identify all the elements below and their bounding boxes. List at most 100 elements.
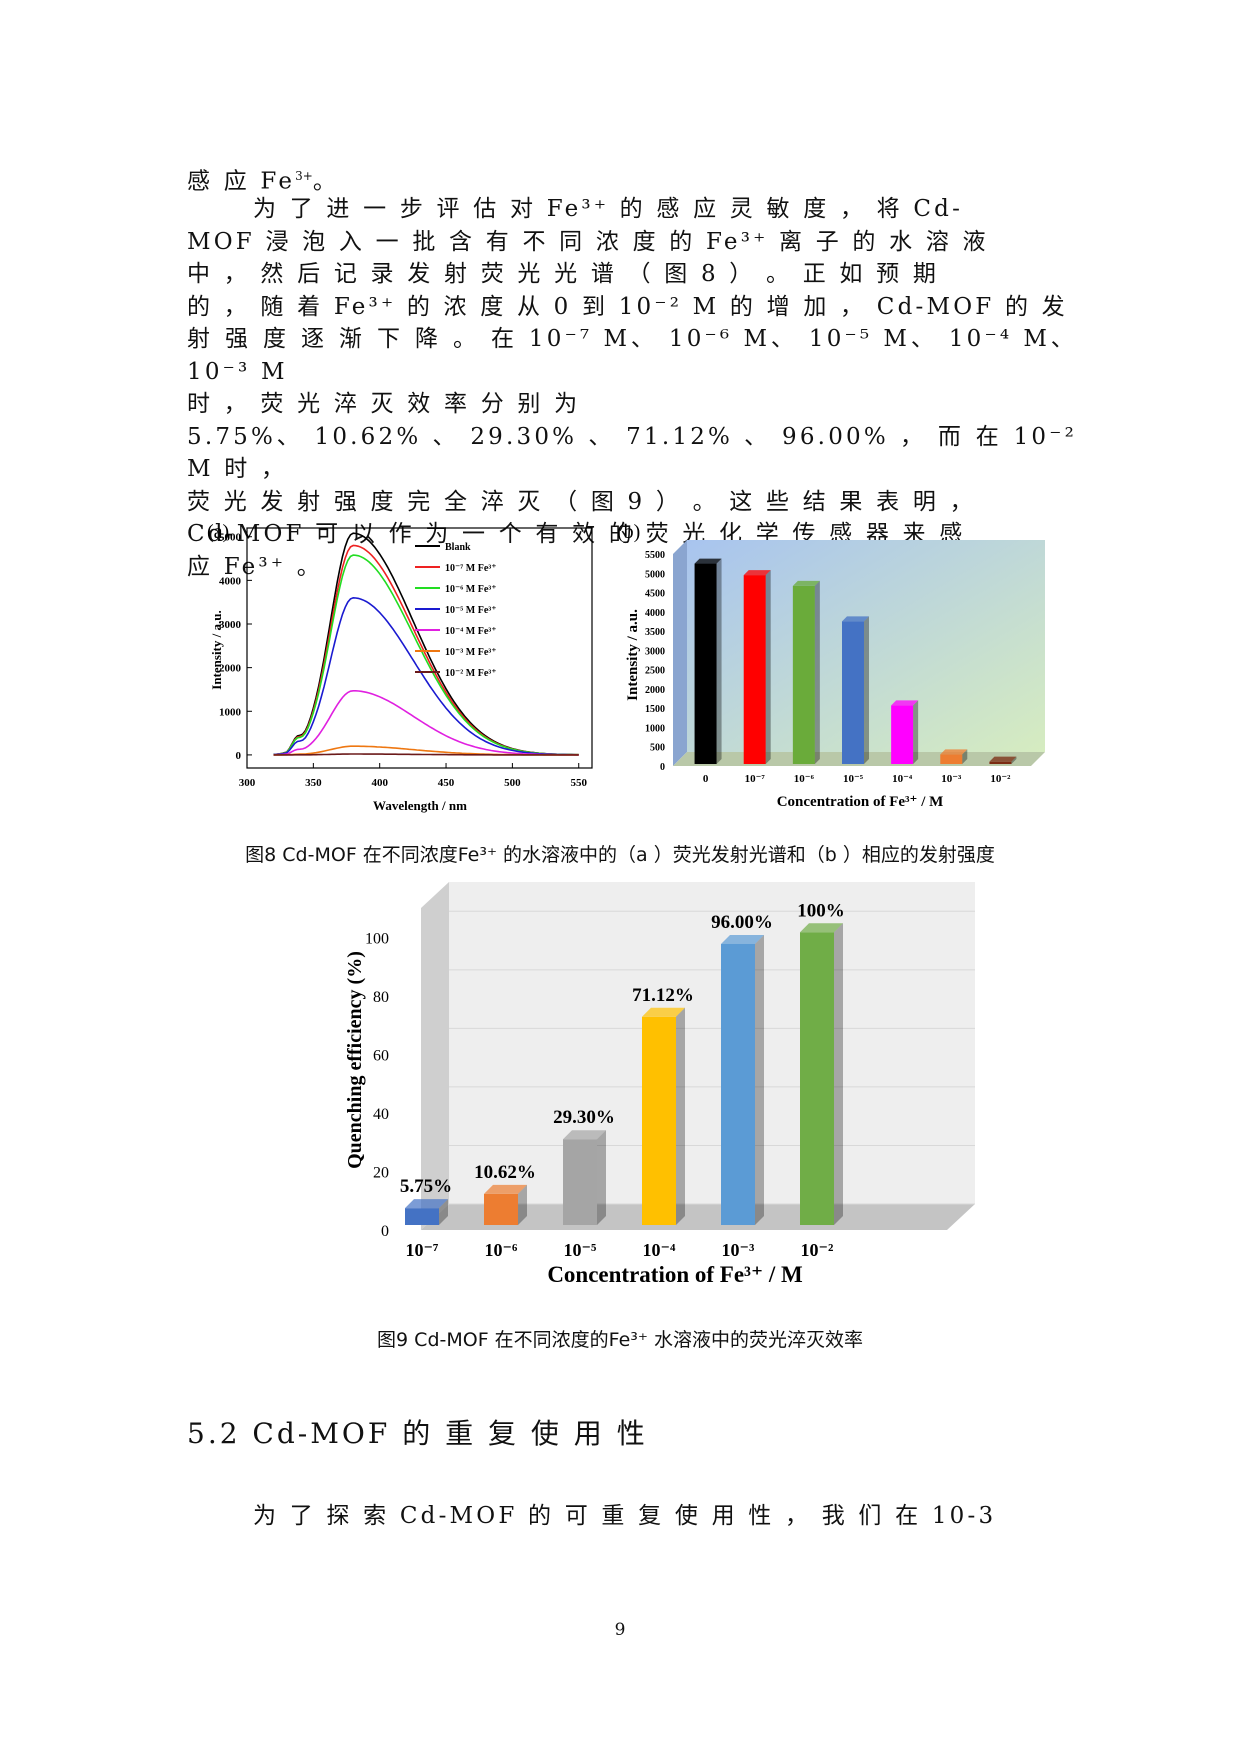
bar-top: [940, 749, 968, 755]
bars: 5.75% 10.62% 29.30% 71.12% 96.00% 100%: [400, 900, 845, 1225]
y-tick-label: 1000: [219, 706, 242, 718]
y-tick-label: 1500: [645, 704, 665, 715]
bar-side: [765, 570, 771, 764]
data-label: 5.75%: [400, 1176, 452, 1197]
data-label: 96.00%: [711, 912, 773, 933]
y-tick-label: 3000: [219, 619, 242, 631]
y-tick-label: 500: [650, 743, 665, 754]
figure-8-caption: 图8 Cd-MOF 在不同浓度Fe³⁺ 的水溶液中的（a ）荧光发射光谱和（b …: [245, 844, 995, 866]
figure-9-quenching-bars: 0 20 40 60 80 100 5.75% 10.62% 29.30% 71.12% 96.0…: [344, 882, 975, 1287]
y-axis-ticks: 0 1000 2000 3000 4000 5000: [219, 532, 252, 762]
y-tick-label: 5500: [645, 550, 665, 561]
y-axis-ticks: 0 500 1000 1500 2000 2500 3000 3500 4000 4500 5000…: [645, 550, 665, 773]
spectra-curves: [273, 532, 579, 756]
legend-label: 10⁻³ M Fe³⁺: [445, 647, 497, 658]
y-tick-label: 5000: [645, 569, 665, 580]
data-label: 100%: [797, 900, 845, 921]
bar-top: [743, 570, 771, 576]
bar-side: [755, 934, 764, 1225]
x-tick-label: 10⁻⁵: [843, 773, 864, 785]
paragraph-line: 荧 光 发 射 强 度 完 全 淬 灭 （ 图 9 ） 。 这 些 结 果 表 …: [187, 488, 976, 515]
bar-side: [864, 616, 869, 764]
legend-label: 10⁻² M Fe³⁺: [445, 668, 497, 679]
y-tick-label: 2500: [645, 666, 665, 677]
y-axis-label: Quenching efficiency (%): [344, 951, 366, 1169]
bar: [940, 754, 963, 764]
x-tick-label: 10⁻⁴: [892, 773, 913, 785]
x-tick-label: 300: [239, 777, 256, 789]
x-tick-label: 10⁻²: [990, 773, 1011, 785]
bar-top: [842, 616, 869, 622]
x-tick-label: 550: [570, 777, 587, 789]
y-tick-label: 1000: [645, 723, 665, 734]
bar-top: [405, 1199, 448, 1209]
x-axis-label: Concentration of Fe³⁺ / M: [547, 1262, 803, 1287]
paragraph-line: 为 了 进 一 步 评 估 对 Fe³⁺ 的 感 应 灵 敏 度 ， 将 Cd-: [253, 196, 964, 222]
x-tick-label: 0: [703, 773, 709, 785]
y-tick-label: 80: [373, 989, 389, 1006]
bar: [743, 575, 766, 764]
bar-side: [962, 749, 968, 764]
paragraph-line: 时 ， 荧 光 淬 灭 效 率 分 别 为: [187, 391, 581, 417]
legend: Blank 10⁻⁷ M Fe³⁺ 10⁻⁶ M Fe³⁺ 10⁻⁵ M Fe³⁺ 10…: [415, 542, 497, 679]
y-tick-label: 5000: [219, 532, 242, 544]
plot-background: [687, 540, 1045, 752]
y-tick-label: 4500: [645, 589, 665, 600]
paragraph-line: 射 强 度 逐 渐 下 降 。 在 10⁻⁷ M、 10⁻⁶ M、 10⁻⁵ M…: [187, 326, 1077, 385]
y-tick-label: 60: [373, 1047, 389, 1064]
bar-side: [716, 558, 722, 764]
bar-top: [694, 558, 722, 564]
bar-side: [834, 923, 843, 1225]
x-tick-label: 10⁻²: [801, 1240, 834, 1260]
figure-8a-spectra: (a) 0 1000 2000 3000 4000 5000 300 350 400 450 50…: [207, 521, 593, 813]
y-axis-ticks: 0 20 40 60 80 100: [365, 910, 975, 1240]
y-tick-label: 20: [373, 1164, 389, 1181]
y-tick-label: 3000: [645, 646, 665, 657]
x-tick-label: 10⁻⁶: [794, 773, 815, 785]
figure-9-caption: 图9 Cd-MOF 在不同浓度的Fe³⁺ 水溶液中的荧光淬灭效率: [377, 1329, 863, 1351]
x-tick-label: 10⁻⁷: [745, 773, 766, 785]
bar-top: [891, 700, 919, 706]
plot-floor: [421, 1204, 975, 1230]
bar-top: [484, 1184, 527, 1194]
x-tick-label: 10⁻⁴: [643, 1240, 677, 1260]
x-tick-label: 10⁻⁷: [406, 1240, 440, 1260]
y-tick-label: 0: [381, 1223, 389, 1240]
plot-side-wall: [673, 540, 687, 766]
spectrum-line: [273, 596, 579, 756]
x-axis-ticks: 300 350 400 450 500 550: [239, 763, 587, 789]
bar: [484, 1193, 518, 1225]
legend-label: 10⁻⁵ M Fe³⁺: [445, 605, 497, 616]
y-tick-label: 4000: [219, 575, 242, 587]
x-axis-ticks: 0 10⁻⁷ 10⁻⁶ 10⁻⁵ 10⁻⁴ 10⁻³ 10⁻²: [703, 773, 1011, 785]
bar-side: [597, 1130, 606, 1225]
bar: [891, 705, 914, 764]
bar-side: [913, 700, 919, 764]
x-tick-label: 10⁻⁵: [564, 1240, 598, 1260]
spectrum-line: [273, 753, 579, 756]
y-axis-label: Intensity / a.u.: [625, 609, 641, 701]
bar: [989, 761, 1012, 764]
spectrum-line: [273, 690, 579, 756]
plot-side-wall: [421, 882, 449, 1230]
y-tick-label: 4000: [645, 608, 665, 619]
paragraph-reusability: 为 了 探 索 Cd-MOF 的 可 重 复 使 用 性 ， 我 们 在 10-…: [253, 1503, 997, 1529]
data-label: 29.30%: [553, 1107, 615, 1128]
bar-top: [989, 756, 1017, 762]
page-number: 9: [614, 1620, 626, 1640]
x-tick-label: 10⁻⁶: [485, 1240, 519, 1260]
bar-top: [563, 1130, 606, 1140]
x-axis-label: Wavelength / nm: [373, 798, 467, 813]
bar: [721, 943, 755, 1225]
x-tick-label: 10⁻³: [941, 773, 962, 785]
bar: [694, 563, 717, 764]
legend-label: 10⁻⁶ M Fe³⁺: [445, 584, 497, 595]
x-tick-label: 500: [504, 777, 521, 789]
plot-frame: [246, 527, 593, 769]
x-tick-label: 450: [438, 777, 455, 789]
y-tick-label: 100: [365, 930, 389, 947]
y-tick-label: 40: [373, 1106, 389, 1123]
y-tick-label: 2000: [219, 663, 242, 675]
bar: [800, 932, 834, 1225]
data-label: 10.62%: [474, 1162, 536, 1183]
